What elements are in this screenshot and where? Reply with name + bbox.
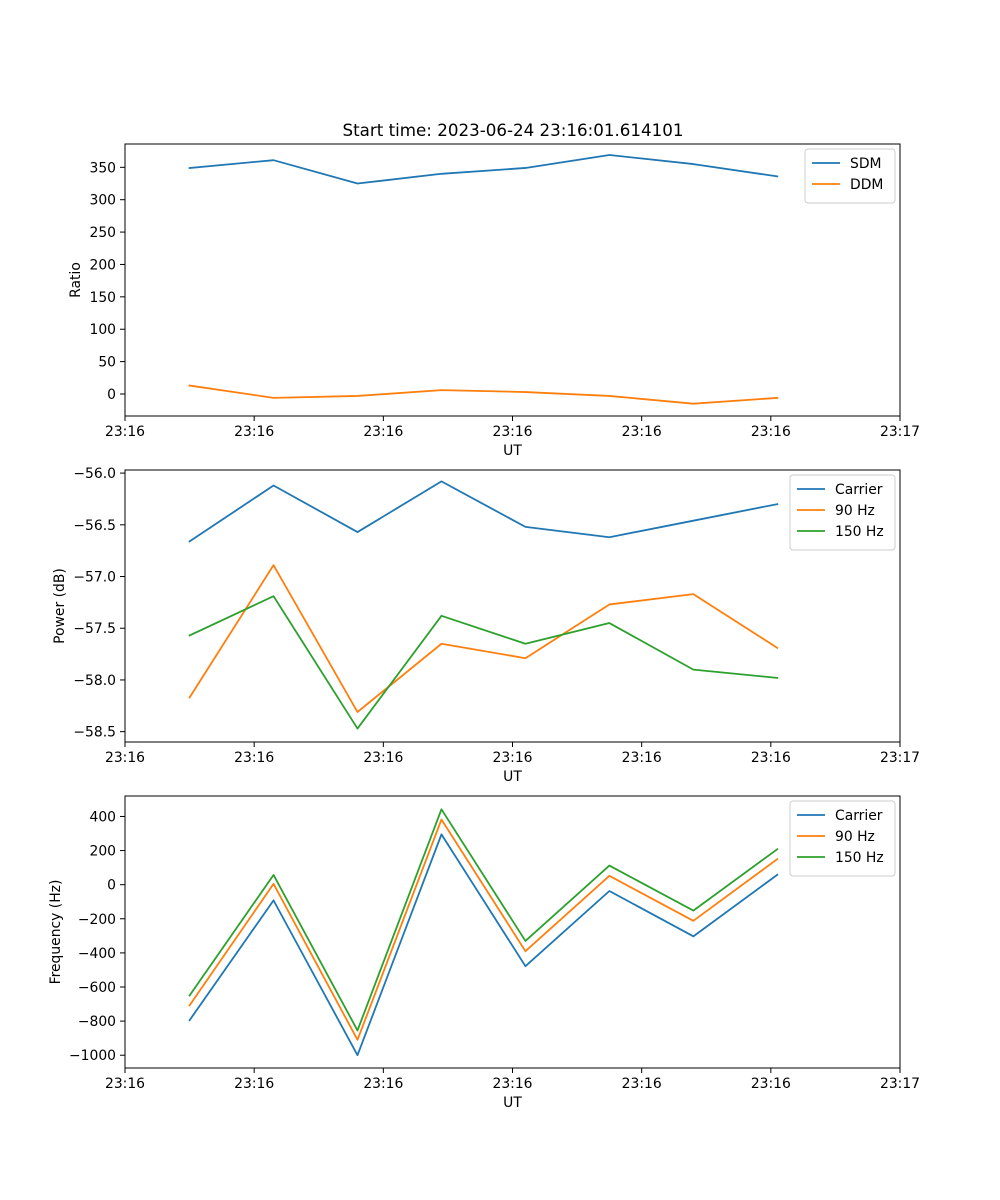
panels: 23:16 23:16 23:16 23:16 23:16 23:16 23:17 0 50 10… <box>48 143 920 1111</box>
x-axis-label: UT <box>503 443 522 459</box>
x-tick-label: 23:16 <box>105 750 145 766</box>
x-tick-label: 23:16 <box>492 424 532 440</box>
legend-label: SDM <box>850 156 882 172</box>
series-line-90-hz <box>188 818 779 1041</box>
y-tick-label: 0 <box>107 387 116 403</box>
legend-label: 150 Hz <box>835 850 884 866</box>
legend-label: Carrier <box>835 808 883 824</box>
x-tick-label: 23:16 <box>105 1076 145 1092</box>
legend-label: 90 Hz <box>835 503 875 519</box>
legend-label: Carrier <box>835 482 883 498</box>
y-tick-label: −56.0 <box>73 466 116 482</box>
y-tick-label: 400 <box>89 809 116 825</box>
y-tick-label: −56.5 <box>73 518 116 534</box>
series-line-150-hz <box>188 595 779 730</box>
chart-panel-2: 23:16 23:16 23:16 23:16 23:16 23:16 23:17 −58.5… <box>52 466 920 785</box>
y-tick-label: 50 <box>98 355 116 371</box>
x-tick-label: 23:16 <box>751 1076 791 1092</box>
series-line-ddm <box>188 384 779 405</box>
y-tick-label: 300 <box>89 193 116 209</box>
y-tick-label: 200 <box>89 257 116 273</box>
series-line-150-hz <box>188 808 779 1032</box>
legend-label: 90 Hz <box>835 829 875 845</box>
series-line-sdm <box>188 154 779 185</box>
x-tick-label: 23:16 <box>363 750 403 766</box>
x-tick-label: 23:16 <box>622 424 662 440</box>
y-tick-label: −58.0 <box>73 673 116 689</box>
y-tick-label: 250 <box>89 225 116 241</box>
y-tick-label: 100 <box>89 322 116 338</box>
x-tick-label: 23:16 <box>234 424 274 440</box>
legend-label: 150 Hz <box>835 524 884 540</box>
y-tick-label: −400 <box>78 946 116 962</box>
x-tick-label: 23:16 <box>234 1076 274 1092</box>
y-tick-label: −800 <box>78 1014 116 1030</box>
x-tick-label: 23:17 <box>880 1076 920 1092</box>
series-line-90-hz <box>188 564 779 713</box>
legend: SDM DDM <box>804 148 896 204</box>
y-tick-label: 0 <box>107 878 116 894</box>
legend: Carrier 90 Hz 150 Hz <box>789 800 896 877</box>
y-axis-label: Frequency (Hz) <box>48 880 64 985</box>
x-tick-label: 23:17 <box>880 424 920 440</box>
figure-title: Start time: 2023-06-24 23:16:01.614101 <box>343 120 684 140</box>
series-line-carrier <box>188 480 779 543</box>
x-tick-label: 23:16 <box>363 1076 403 1092</box>
y-tick-label: 350 <box>89 160 116 176</box>
series-line-carrier <box>188 833 779 1057</box>
x-tick-label: 23:16 <box>622 1076 662 1092</box>
y-tick-label: 200 <box>89 844 116 860</box>
y-tick-label: −57.5 <box>73 621 116 637</box>
y-axis-label: Ratio <box>68 262 84 298</box>
y-tick-label: −1000 <box>69 1048 116 1064</box>
y-tick-label: −600 <box>78 980 116 996</box>
y-tick-label: −200 <box>78 912 116 928</box>
x-tick-label: 23:17 <box>880 750 920 766</box>
x-axis-label: UT <box>503 1095 522 1111</box>
y-tick-label: −57.0 <box>73 570 116 586</box>
x-tick-label: 23:16 <box>105 424 145 440</box>
chart-panel-3: 23:16 23:16 23:16 23:16 23:16 23:16 23:17 −1000… <box>48 795 920 1111</box>
chart-panel-1: 23:16 23:16 23:16 23:16 23:16 23:16 23:17 0 50 10… <box>68 143 920 459</box>
x-tick-label: 23:16 <box>751 424 791 440</box>
y-axis-label: Power (dB) <box>52 568 68 644</box>
x-tick-label: 23:16 <box>234 750 274 766</box>
x-axis-label: UT <box>503 769 522 785</box>
x-tick-label: 23:16 <box>751 750 791 766</box>
legend: Carrier 90 Hz 150 Hz <box>789 474 896 551</box>
y-tick-label: −58.5 <box>73 725 116 741</box>
x-tick-label: 23:16 <box>622 750 662 766</box>
x-tick-label: 23:16 <box>492 1076 532 1092</box>
x-tick-label: 23:16 <box>363 424 403 440</box>
x-tick-label: 23:16 <box>492 750 532 766</box>
y-tick-label: 150 <box>89 290 116 306</box>
legend-label: DDM <box>850 177 883 193</box>
